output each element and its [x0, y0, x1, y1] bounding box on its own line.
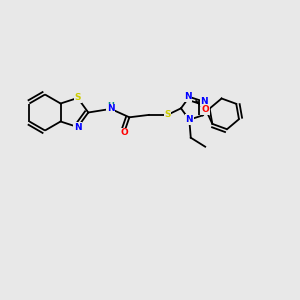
Text: H: H — [107, 102, 114, 111]
Text: N: N — [107, 104, 115, 113]
Text: O: O — [202, 105, 210, 114]
Text: O: O — [120, 128, 128, 137]
Text: S: S — [164, 110, 171, 119]
Text: N: N — [74, 123, 82, 132]
Text: S: S — [74, 93, 81, 102]
Text: N: N — [185, 115, 193, 124]
Text: N: N — [200, 97, 208, 106]
Text: N: N — [184, 92, 192, 101]
